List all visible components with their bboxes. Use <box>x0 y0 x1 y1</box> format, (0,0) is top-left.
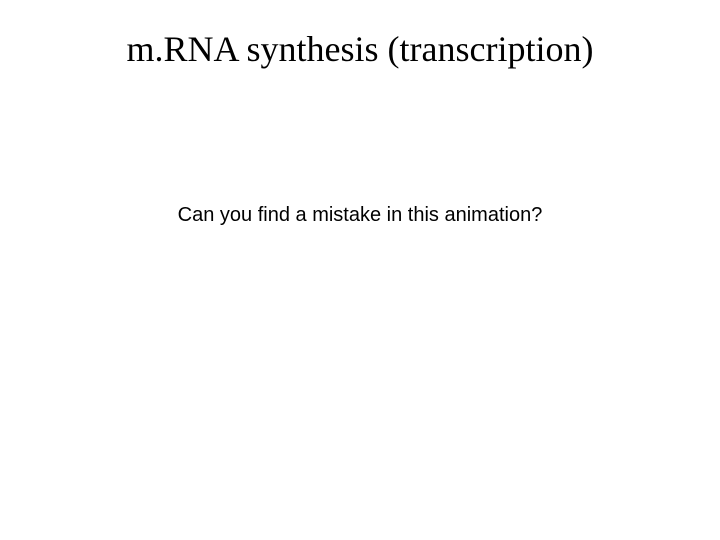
slide-title: m.RNA synthesis (transcription) <box>0 28 720 70</box>
slide-subtitle: Can you find a mistake in this animation… <box>0 204 720 227</box>
slide: m.RNA synthesis (transcription) Can you … <box>0 0 720 540</box>
